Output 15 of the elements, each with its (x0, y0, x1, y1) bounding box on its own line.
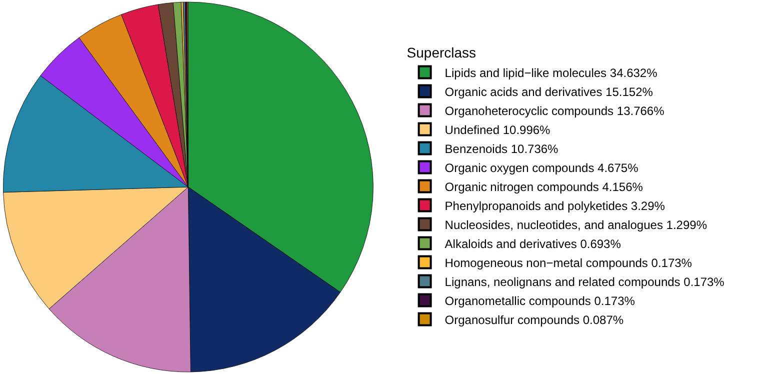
legend-label: Organic acids and derivatives 15.152% (444, 84, 654, 99)
legend-title: Superclass (406, 44, 476, 61)
legend-label: Alkaloids and derivatives 0.693% (444, 236, 622, 251)
legend-label: Lignans, neolignans and related compounds 0.173% (444, 274, 725, 289)
legend-label: Nucleosides, nucleotides, and analogues 1.299% (444, 218, 708, 232)
legend-label: Organosulfur compounds 0.087% (444, 312, 624, 327)
legend-label: Undefined 10.996% (444, 122, 551, 137)
legend-label: Benzenoids 10.736% (444, 142, 559, 156)
legend-label: Organoheterocyclic compounds 13.766% (444, 104, 665, 118)
legend-label: Organometallic compounds 0.173% (444, 294, 636, 308)
legend-label: Phenylpropanoids and polyketides 3.29% (444, 198, 666, 213)
legend-label: Organic oxygen compounds 4.675% (444, 160, 639, 175)
legend-label: Lipids and lipid−like molecules 34.632% (444, 66, 658, 80)
legend-label: Homogeneous non−metal compounds 0.173% (444, 256, 692, 270)
legend-label: Organic nitrogen compounds 4.156% (444, 180, 644, 194)
